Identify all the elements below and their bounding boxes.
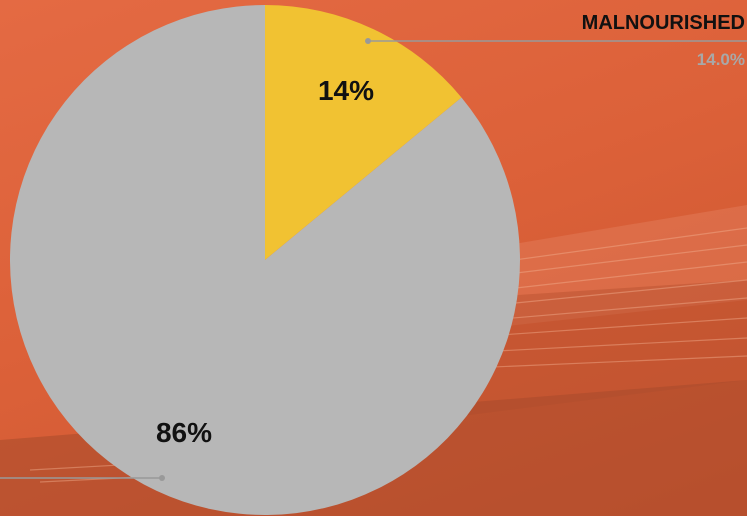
pie-annotations: 14% 86% MALNOURISHED 14.0% (0, 12, 747, 481)
legend-label-malnourished: MALNOURISHED (582, 12, 745, 34)
pie-slices (9, 5, 520, 515)
pie-slice-other (9, 5, 520, 515)
malnourished-leader-dot (365, 38, 371, 44)
pie-slice-malnourished (265, 5, 462, 260)
slice-data-label-malnourished: 14% (318, 75, 374, 106)
slice-data-label-other: 86% (156, 417, 212, 448)
legend-value-malnourished: 14.0% (697, 50, 745, 69)
other-slice-leader-dot (159, 475, 165, 481)
